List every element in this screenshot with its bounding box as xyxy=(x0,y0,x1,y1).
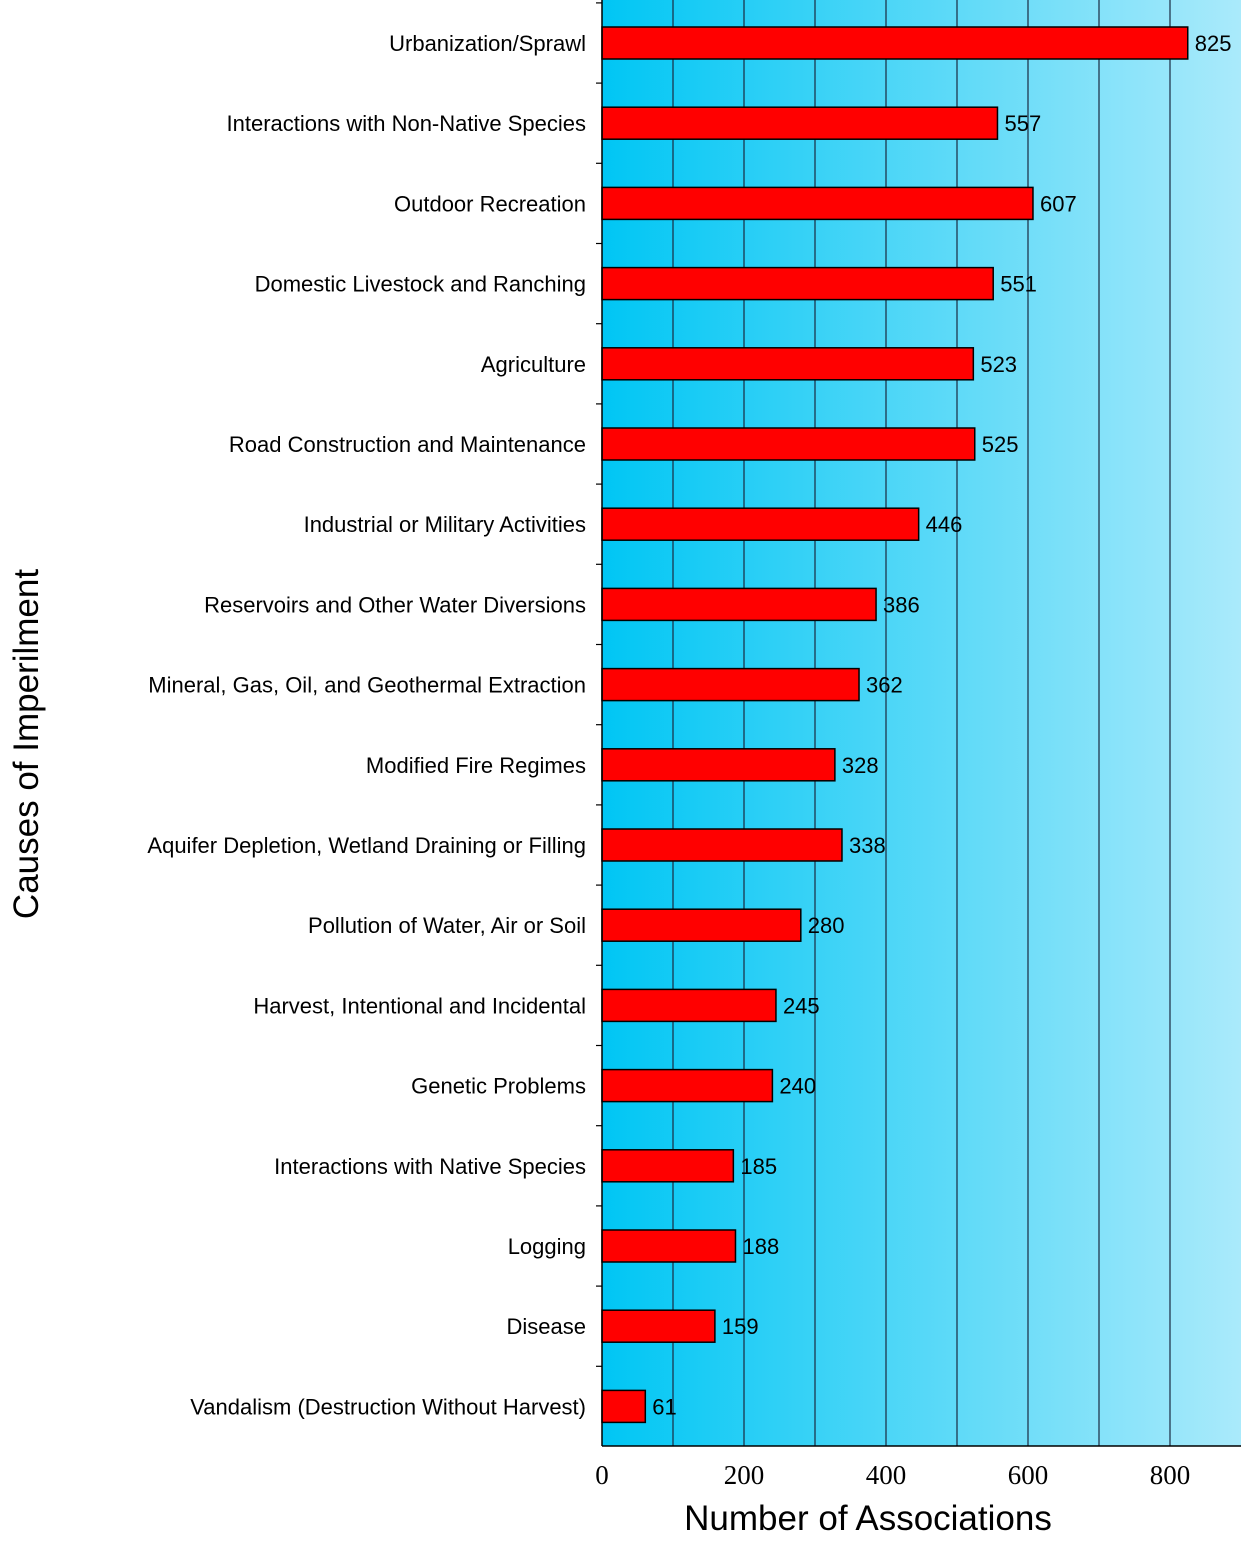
category-label: Interactions with Non-Native Species xyxy=(227,111,587,136)
category-label: Road Construction and Maintenance xyxy=(229,432,586,457)
bar xyxy=(601,186,1034,221)
data-labels: 825 557 607 551 523 525 446 386 362 328 338 280 245 2… xyxy=(652,31,1231,1419)
bars xyxy=(601,26,1189,1424)
bar xyxy=(601,748,836,782)
category-label: Interactions with Native Species xyxy=(274,1154,586,1179)
category-label: Harvest, Intentional and Incidental xyxy=(253,993,586,1018)
category-label: Vandalism (Destruction Without Harvest) xyxy=(190,1394,586,1419)
data-label: 825 xyxy=(1195,31,1232,56)
category-label: Pollution of Water, Air or Soil xyxy=(308,913,586,938)
y-axis-title: Causes of Imperilment xyxy=(7,569,46,919)
category-label: Industrial or Military Activities xyxy=(304,512,586,537)
data-label: 328 xyxy=(842,753,879,778)
data-label: 240 xyxy=(779,1074,816,1099)
data-label: 525 xyxy=(982,432,1019,457)
bar xyxy=(601,828,843,862)
bar xyxy=(601,988,777,1023)
data-label: 446 xyxy=(926,512,963,537)
bar xyxy=(601,587,877,622)
data-label: 362 xyxy=(866,673,903,698)
grid-lines xyxy=(672,0,1171,1446)
category-label: Logging xyxy=(508,1234,586,1259)
data-label: 280 xyxy=(808,913,845,938)
data-label: 338 xyxy=(849,833,886,858)
x-axis-title: Number of Associations xyxy=(684,1499,1052,1538)
category-label: Reservoirs and Other Water Diversions xyxy=(204,592,586,617)
data-label: 61 xyxy=(652,1394,676,1419)
bar xyxy=(601,507,920,541)
category-label: Domestic Livestock and Ranching xyxy=(255,272,586,297)
bar xyxy=(601,427,976,461)
y-axis-ticks xyxy=(596,2,602,1367)
x-tick-label: 600 xyxy=(1008,1460,1049,1490)
category-label: Disease xyxy=(507,1314,586,1339)
x-tick-label: 200 xyxy=(724,1460,765,1490)
x-axis-tick-labels: 0 200 400 600 800 xyxy=(595,1460,1190,1490)
category-label: Urbanization/Sprawl xyxy=(389,31,586,56)
bar xyxy=(601,266,994,301)
bar xyxy=(601,1229,737,1263)
data-label: 386 xyxy=(883,592,920,617)
category-label: Genetic Problems xyxy=(411,1074,586,1099)
data-label: 557 xyxy=(1004,111,1041,136)
plot-background xyxy=(602,0,1241,1446)
category-labels: Urbanization/Sprawl Interactions with Non… xyxy=(147,31,586,1419)
bar xyxy=(601,26,1189,60)
bar xyxy=(601,667,860,702)
bar xyxy=(601,106,999,140)
data-label: 607 xyxy=(1040,191,1077,216)
category-label: Agriculture xyxy=(481,352,586,377)
category-label: Outdoor Recreation xyxy=(394,191,586,216)
bar xyxy=(601,1389,647,1424)
data-label: 245 xyxy=(783,993,820,1018)
bar xyxy=(601,908,802,942)
x-tick-label: 0 xyxy=(595,1460,609,1490)
bar xyxy=(601,347,975,381)
data-label: 188 xyxy=(742,1234,779,1259)
data-label: 551 xyxy=(1000,272,1037,297)
data-label: 159 xyxy=(722,1314,759,1339)
bar xyxy=(601,1068,774,1103)
data-label: 523 xyxy=(980,352,1017,377)
bar xyxy=(601,1309,716,1343)
data-label: 185 xyxy=(740,1154,777,1179)
category-label: Aquifer Depletion, Wetland Draining or F… xyxy=(147,833,586,858)
category-label: Modified Fire Regimes xyxy=(366,753,586,778)
x-tick-label: 800 xyxy=(1150,1460,1191,1490)
bar xyxy=(601,1149,735,1183)
x-tick-label: 400 xyxy=(866,1460,907,1490)
category-label: Mineral, Gas, Oil, and Geothermal Extrac… xyxy=(148,673,586,698)
